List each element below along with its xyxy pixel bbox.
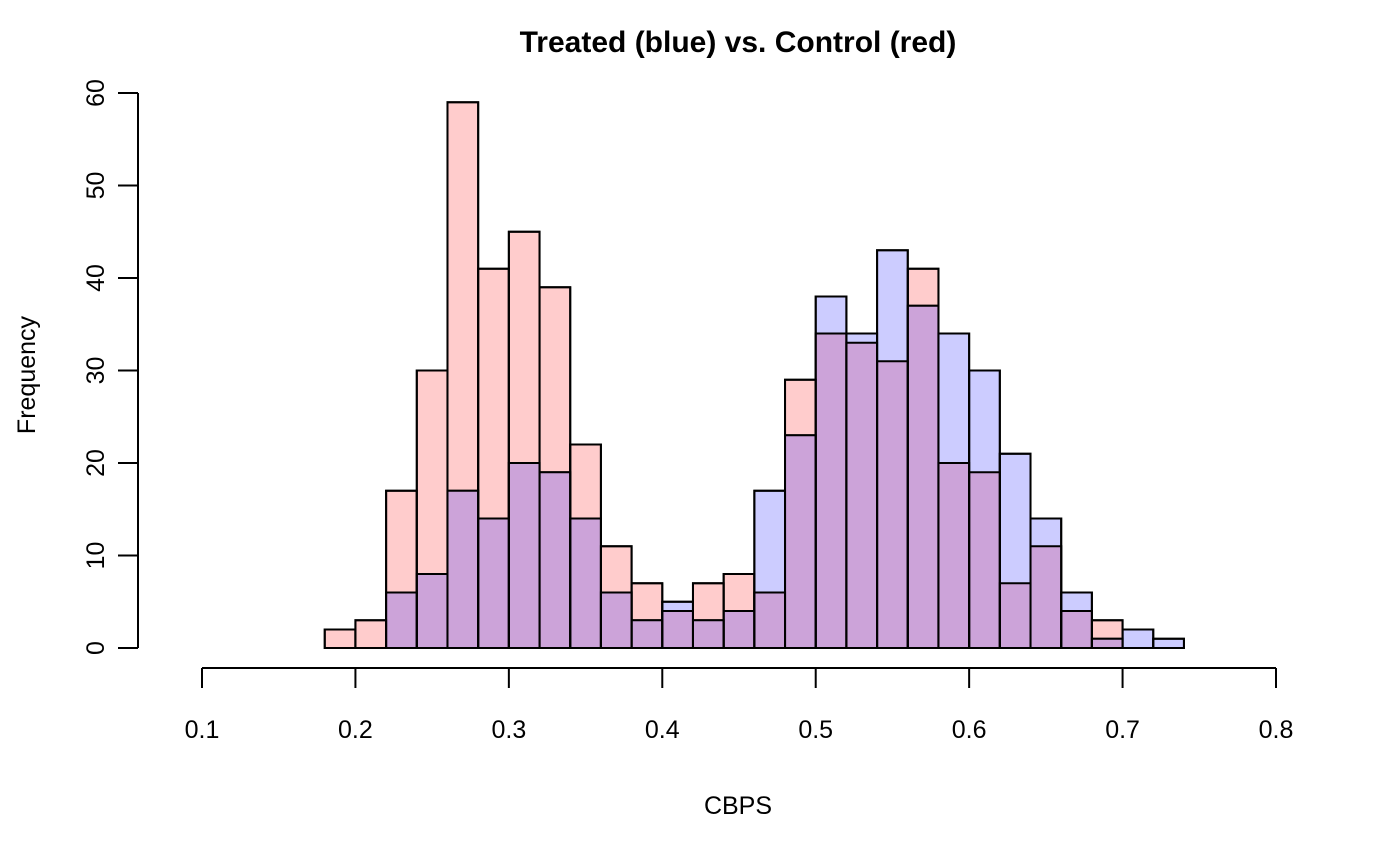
bar-series-2 xyxy=(1121,628,1155,649)
x-axis: 0.1 0.2 0.3 0.4 0.5 0.6 0.7 0.8 xyxy=(185,667,1294,744)
bar-overlap xyxy=(754,592,786,648)
bar-outline-series-2 xyxy=(1152,637,1185,649)
bar-overlap xyxy=(1061,611,1092,648)
bar-outline-series-2 xyxy=(1060,591,1093,649)
bar-overlap xyxy=(478,518,509,648)
x-tick-label: 0.6 xyxy=(952,716,987,744)
bar-overlap xyxy=(1091,638,1123,648)
bar-overlap xyxy=(938,463,970,648)
x-axis-label: CBPS xyxy=(704,792,772,820)
y-tick-label: 30 xyxy=(82,357,110,385)
bar-overlap xyxy=(508,463,540,648)
bar-series-1 xyxy=(323,628,357,649)
bar-overlap xyxy=(877,361,908,648)
bar-overlap xyxy=(692,620,724,648)
chart-title: Treated (blue) vs. Control (red) xyxy=(520,26,957,59)
bar-overlap xyxy=(723,611,755,648)
y-tick-label: 10 xyxy=(82,542,110,570)
bar-outline-series-2 xyxy=(569,517,602,649)
bar-outline-series-2 xyxy=(1029,517,1063,649)
bar-overlap xyxy=(447,490,479,648)
bar-overlap xyxy=(416,574,448,648)
bar-overlap xyxy=(907,305,939,648)
bar-overlap xyxy=(999,583,1031,648)
y-axis-label: Frequency xyxy=(13,315,41,434)
y-tick-label: 0 xyxy=(82,641,110,655)
bar-overlap xyxy=(386,592,417,648)
bar-overlap xyxy=(662,611,693,648)
y-tick-label: 60 xyxy=(82,79,110,107)
bar-overlap xyxy=(785,435,816,648)
bar-overlap xyxy=(969,472,1000,648)
bar-overlap xyxy=(570,518,601,648)
bar-overlap xyxy=(815,333,847,648)
bar-overlap xyxy=(600,592,632,648)
bar-overlap xyxy=(1030,546,1062,648)
x-tick-label: 0.3 xyxy=(491,716,526,744)
x-tick-label: 0.5 xyxy=(798,716,833,744)
bar-series-1 xyxy=(354,619,388,649)
bar-overlap xyxy=(846,342,878,648)
x-tick-label: 0.1 xyxy=(185,716,220,744)
bar-overlap xyxy=(631,620,663,648)
y-axis: 0 10 20 30 40 50 60 xyxy=(82,79,139,655)
x-tick-label: 0.4 xyxy=(645,716,680,744)
bar-overlap xyxy=(539,472,571,648)
bar-series-2 xyxy=(1152,637,1185,649)
y-tick-label: 20 xyxy=(82,449,110,477)
x-tick-label: 0.8 xyxy=(1259,716,1294,744)
y-tick-label: 50 xyxy=(82,172,110,200)
bars-layer xyxy=(323,101,1185,649)
overlap-layer xyxy=(386,305,1123,648)
y-tick-label: 40 xyxy=(82,264,110,292)
x-tick-label: 0.7 xyxy=(1105,716,1140,744)
x-tick-label: 0.2 xyxy=(338,716,373,744)
bar-outlines xyxy=(323,101,1185,649)
